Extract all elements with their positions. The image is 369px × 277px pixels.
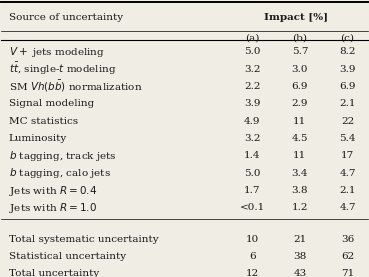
Text: 2.9: 2.9 [292, 99, 308, 108]
Text: 4.7: 4.7 [339, 203, 356, 212]
Text: 5.7: 5.7 [292, 47, 308, 56]
Text: 6.9: 6.9 [292, 82, 308, 91]
Text: 3.9: 3.9 [339, 65, 356, 73]
Text: $t\bar{t}$, single-$t$ modeling: $t\bar{t}$, single-$t$ modeling [9, 61, 116, 77]
Text: 8.2: 8.2 [339, 47, 356, 56]
Text: $b$ tagging, track jets: $b$ tagging, track jets [9, 149, 117, 163]
Text: Impact [%]: Impact [%] [264, 13, 328, 22]
Text: Statistical uncertainty: Statistical uncertainty [9, 252, 126, 261]
Text: 43: 43 [293, 270, 307, 277]
Text: 6.9: 6.9 [339, 82, 356, 91]
Text: <0.1: <0.1 [239, 203, 265, 212]
Text: 3.2: 3.2 [244, 134, 261, 143]
Text: 10: 10 [246, 235, 259, 244]
Text: 3.2: 3.2 [244, 65, 261, 73]
Text: 36: 36 [341, 235, 354, 244]
Text: 21: 21 [293, 235, 307, 244]
Text: 1.2: 1.2 [292, 203, 308, 212]
Text: 11: 11 [293, 117, 307, 125]
Text: 38: 38 [293, 252, 307, 261]
Text: 22: 22 [341, 117, 354, 125]
Text: 4.9: 4.9 [244, 117, 261, 125]
Text: 11: 11 [293, 151, 307, 160]
Text: Jets with $R = 1.0$: Jets with $R = 1.0$ [9, 201, 97, 215]
Text: (a): (a) [245, 33, 259, 42]
Text: 17: 17 [341, 151, 354, 160]
Text: 5.0: 5.0 [244, 169, 261, 178]
Text: 4.7: 4.7 [339, 169, 356, 178]
Text: 71: 71 [341, 270, 354, 277]
Text: 3.8: 3.8 [292, 186, 308, 195]
Text: 1.4: 1.4 [244, 151, 261, 160]
Text: 6: 6 [249, 252, 256, 261]
Text: (c): (c) [341, 33, 355, 42]
Text: 2.1: 2.1 [339, 186, 356, 195]
Text: 4.5: 4.5 [292, 134, 308, 143]
Text: 5.4: 5.4 [339, 134, 356, 143]
Text: MC statistics: MC statistics [9, 117, 78, 125]
Text: (b): (b) [292, 33, 307, 42]
Text: Signal modeling: Signal modeling [9, 99, 94, 108]
Text: Total uncertainty: Total uncertainty [9, 270, 99, 277]
Text: 3.9: 3.9 [244, 99, 261, 108]
Text: Source of uncertainty: Source of uncertainty [9, 13, 123, 22]
Text: 3.4: 3.4 [292, 169, 308, 178]
Text: 5.0: 5.0 [244, 47, 261, 56]
Text: SM $Vh(b\bar{b})$ normalization: SM $Vh(b\bar{b})$ normalization [9, 79, 142, 94]
Text: Jets with $R = 0.4$: Jets with $R = 0.4$ [9, 183, 97, 198]
Text: 1.7: 1.7 [244, 186, 261, 195]
Text: 3.0: 3.0 [292, 65, 308, 73]
Text: 2.2: 2.2 [244, 82, 261, 91]
Text: Luminosity: Luminosity [9, 134, 67, 143]
Text: $V +$ jets modeling: $V +$ jets modeling [9, 45, 104, 59]
Text: 12: 12 [246, 270, 259, 277]
Text: Total systematic uncertainty: Total systematic uncertainty [9, 235, 158, 244]
Text: 2.1: 2.1 [339, 99, 356, 108]
Text: $b$ tagging, calo jets: $b$ tagging, calo jets [9, 166, 111, 180]
Text: 62: 62 [341, 252, 354, 261]
